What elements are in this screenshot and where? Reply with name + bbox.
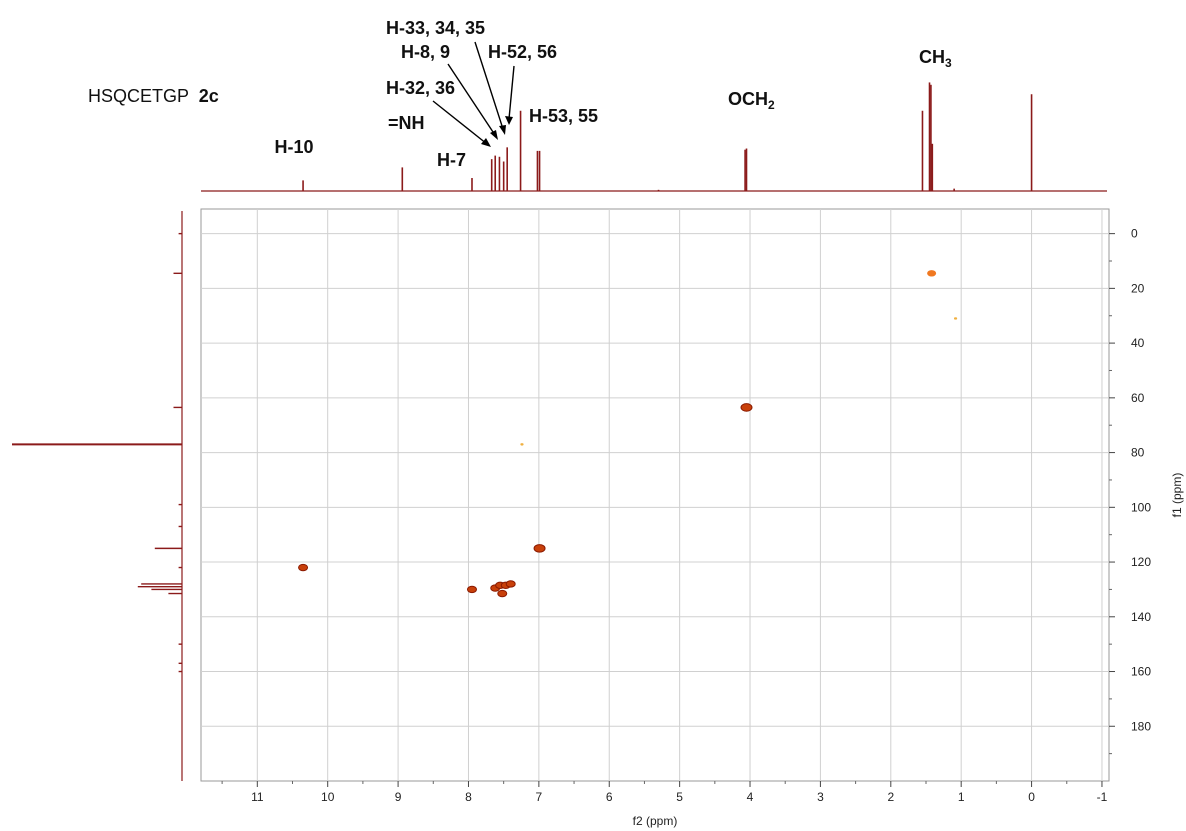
y-tick-label: 120 bbox=[1131, 555, 1151, 569]
arrowhead-h33-34-35 bbox=[499, 125, 506, 135]
proton-1d-spectrum bbox=[201, 82, 1107, 192]
title-compound: 2c bbox=[199, 86, 219, 106]
cross-peak bbox=[533, 544, 546, 553]
x-tick-label: 10 bbox=[321, 790, 335, 804]
y-tick-label: 60 bbox=[1131, 391, 1145, 405]
x-tick-label: 0 bbox=[1028, 790, 1035, 804]
y-tick-label: 140 bbox=[1131, 610, 1151, 624]
x-axis: 11 10 9 8 7 6 5 4 3 2 1 0 -1 bbox=[221, 781, 1108, 804]
y-tick-label: 80 bbox=[1131, 446, 1145, 460]
carbon-1d-spectrum bbox=[12, 211, 183, 781]
x-tick-label: 2 bbox=[887, 790, 894, 804]
arrow-h52-56 bbox=[508, 65, 515, 120]
cross-peak bbox=[927, 270, 937, 277]
x-tick-label: 3 bbox=[817, 790, 824, 804]
y-axis-title: f1 (ppm) bbox=[1170, 473, 1184, 518]
cross-peak bbox=[505, 580, 516, 588]
label-h33-34-35: H-33, 34, 35 bbox=[386, 18, 485, 38]
plot-border bbox=[200, 208, 1110, 782]
y-tick-label: 180 bbox=[1131, 719, 1151, 733]
cross-peak bbox=[520, 443, 524, 446]
label-h53-55: H-53, 55 bbox=[529, 106, 598, 126]
x-tick-label: 6 bbox=[606, 790, 613, 804]
label-h10: H-10 bbox=[274, 137, 313, 157]
label-h8-9: H-8, 9 bbox=[401, 42, 450, 62]
title-experiment: HSQCETGP bbox=[88, 86, 189, 106]
cross-peak bbox=[740, 403, 753, 412]
svg-text:HSQCETGP 2c: HSQCETGP 2c bbox=[88, 86, 219, 106]
arrowhead-h52-56 bbox=[505, 116, 513, 125]
label-h7: H-7 bbox=[437, 150, 466, 170]
cross-peaks bbox=[298, 270, 958, 598]
x-tick-label: -1 bbox=[1097, 790, 1108, 804]
arrowhead-h32-36 bbox=[481, 138, 491, 147]
arrow-h32-36 bbox=[432, 100, 488, 145]
y-tick-label: 0 bbox=[1131, 227, 1138, 241]
label-nh: =NH bbox=[388, 113, 425, 133]
cross-peak bbox=[497, 589, 508, 598]
x-tick-label: 7 bbox=[536, 790, 543, 804]
chart-title: HSQCETGP 2c bbox=[88, 86, 219, 106]
cross-peak bbox=[298, 563, 309, 572]
arrow-h33-34-35 bbox=[474, 41, 504, 130]
peak-annotations: H-10 =NH H-7 H-32, 36 H-8, 9 H-33, 34, 3… bbox=[274, 18, 952, 170]
label-ch3: CH3 bbox=[919, 47, 952, 70]
cross-peak bbox=[466, 585, 477, 594]
y-axis: 0 20 40 60 80 100 120 140 160 180 bbox=[1109, 227, 1151, 755]
y-tick-label: 100 bbox=[1131, 500, 1151, 514]
x-tick-label: 1 bbox=[958, 790, 965, 804]
arrowhead-h8-9 bbox=[490, 130, 498, 140]
y-tick-label: 20 bbox=[1131, 281, 1145, 295]
x-tick-label: 8 bbox=[465, 790, 472, 804]
label-och2: OCH2 bbox=[728, 89, 775, 112]
x-axis-title: f2 (ppm) bbox=[633, 814, 678, 828]
arrow-h8-9 bbox=[447, 63, 496, 136]
x-tick-label: 4 bbox=[747, 790, 754, 804]
x-tick-label: 9 bbox=[395, 790, 402, 804]
annotation-arrows bbox=[432, 41, 515, 147]
plot-area bbox=[200, 208, 1110, 782]
label-h52-56: H-52, 56 bbox=[488, 42, 557, 62]
cross-peak bbox=[953, 317, 958, 320]
x-tick-label: 11 bbox=[251, 790, 264, 804]
y-tick-label: 160 bbox=[1131, 665, 1151, 679]
label-h32-36: H-32, 36 bbox=[386, 78, 455, 98]
y-tick-label: 40 bbox=[1131, 336, 1145, 350]
grid-lines bbox=[201, 209, 1109, 781]
x-tick-label: 5 bbox=[676, 790, 683, 804]
